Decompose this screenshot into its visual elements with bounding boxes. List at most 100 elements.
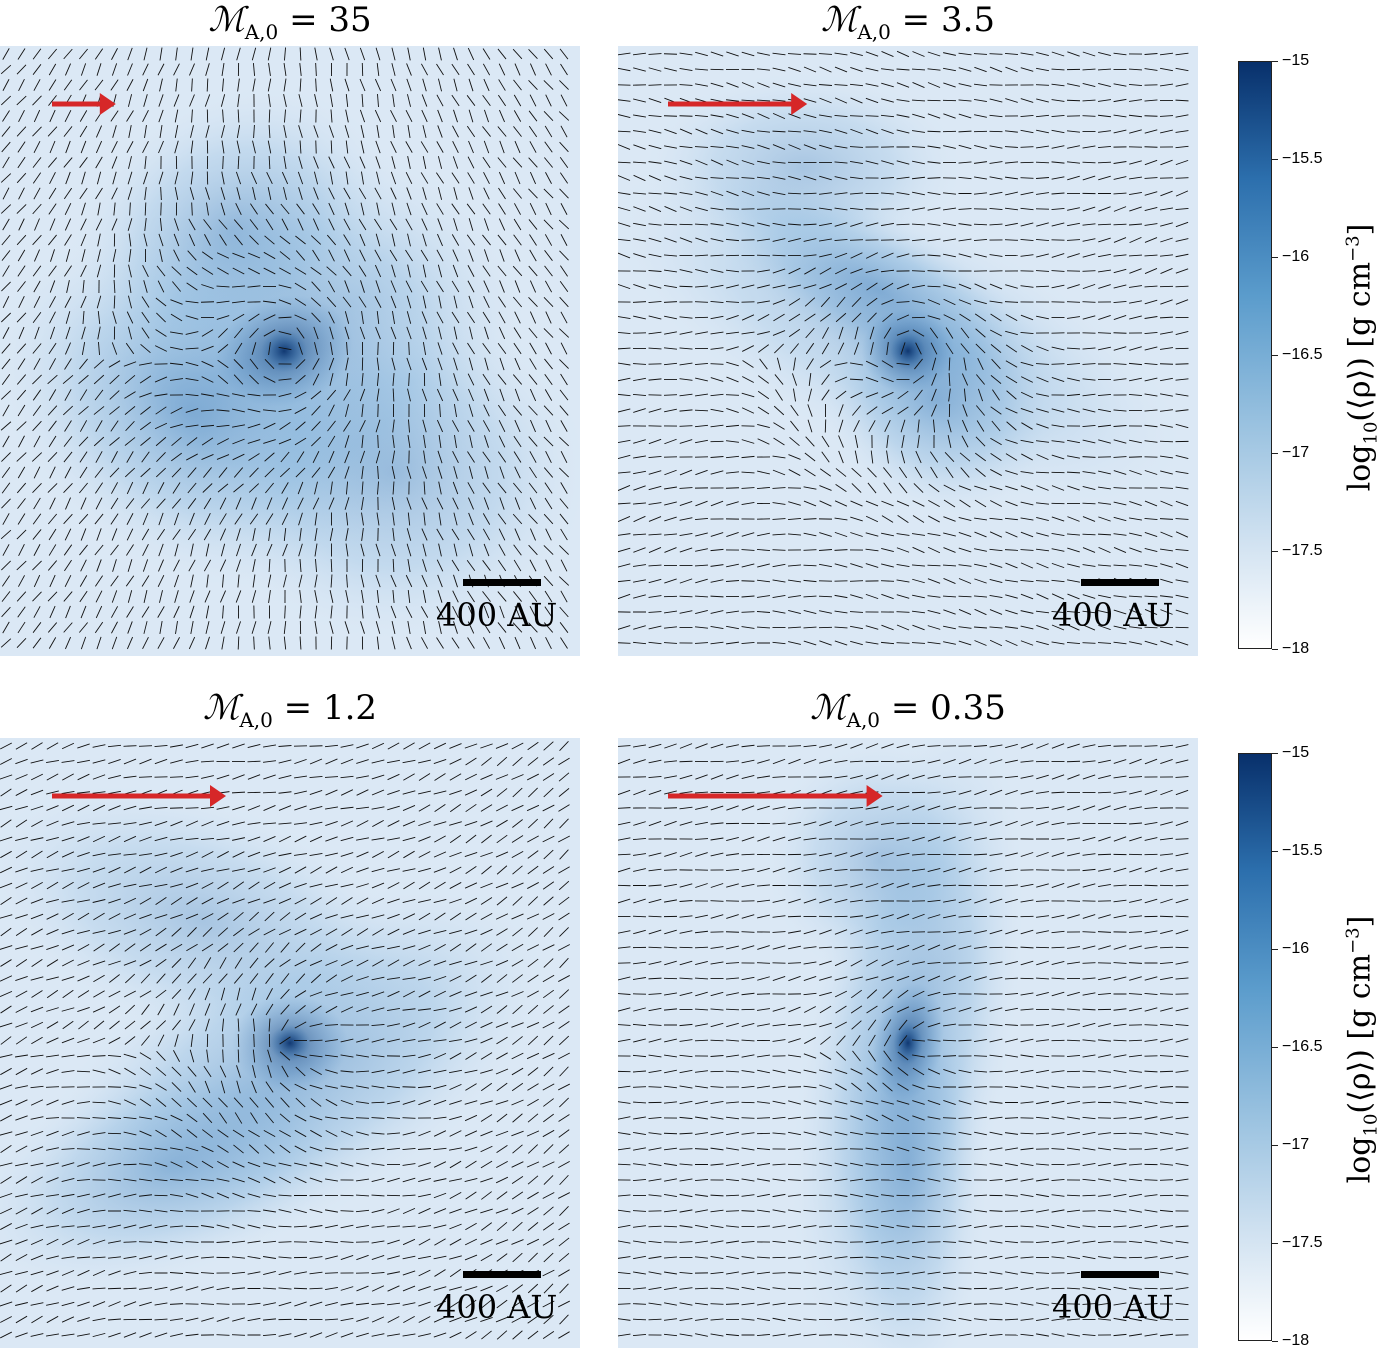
field-vector bbox=[756, 579, 771, 583]
field-vector bbox=[329, 78, 334, 92]
field-vector bbox=[154, 758, 168, 765]
field-vector bbox=[63, 591, 73, 602]
field-vector bbox=[17, 249, 26, 262]
field-vector bbox=[464, 1100, 478, 1105]
field-vector bbox=[512, 405, 523, 416]
field-vector bbox=[61, 1256, 75, 1259]
field-vector bbox=[710, 837, 724, 841]
field-vector bbox=[267, 47, 272, 61]
field-vector bbox=[0, 1331, 13, 1339]
field-vector bbox=[467, 373, 475, 386]
field-vector bbox=[803, 66, 817, 73]
field-vector bbox=[390, 605, 397, 619]
field-vector bbox=[756, 884, 771, 887]
field-vector bbox=[632, 837, 647, 841]
field-vector bbox=[49, 296, 56, 308]
field-vector bbox=[481, 1299, 492, 1309]
field-vector bbox=[174, 590, 179, 603]
field-vector bbox=[61, 1333, 75, 1337]
field-vector bbox=[633, 130, 646, 133]
field-vector bbox=[417, 1039, 432, 1042]
field-vector bbox=[880, 641, 895, 645]
field-vector bbox=[418, 1069, 431, 1074]
field-vector bbox=[788, 641, 801, 645]
field-vector bbox=[544, 234, 553, 246]
field-vector bbox=[252, 62, 256, 77]
field-vector bbox=[819, 976, 832, 981]
field-vector bbox=[633, 564, 646, 567]
field-vector bbox=[188, 1019, 196, 1031]
field-vector bbox=[15, 1223, 28, 1230]
field-vector bbox=[803, 113, 817, 119]
field-vector bbox=[110, 606, 119, 618]
field-vector bbox=[32, 234, 42, 246]
field-vector bbox=[283, 187, 287, 200]
field-vector bbox=[155, 297, 167, 307]
field-vector bbox=[790, 420, 799, 432]
field-vector bbox=[76, 1225, 91, 1228]
field-vector bbox=[356, 1317, 369, 1322]
field-vector bbox=[189, 590, 195, 603]
field-vector bbox=[911, 99, 926, 102]
field-vector bbox=[632, 192, 647, 195]
field-vector bbox=[788, 469, 801, 476]
field-vector bbox=[880, 192, 895, 195]
field-vector bbox=[32, 95, 42, 106]
field-vector bbox=[1067, 455, 1080, 459]
field-vector bbox=[514, 63, 521, 76]
field-vector bbox=[482, 311, 491, 324]
field-vector bbox=[92, 1256, 106, 1259]
field-vector bbox=[694, 285, 709, 288]
field-vector bbox=[139, 362, 152, 366]
field-vector bbox=[32, 483, 42, 493]
field-vector bbox=[174, 543, 179, 557]
field-vector bbox=[527, 1330, 539, 1340]
field-vector bbox=[326, 234, 337, 246]
field-vector bbox=[418, 1255, 431, 1260]
field-vector bbox=[803, 976, 817, 981]
field-vector bbox=[268, 558, 271, 573]
field-vector bbox=[449, 991, 462, 997]
field-vector bbox=[989, 609, 1003, 615]
field-vector bbox=[742, 376, 754, 383]
field-vector bbox=[279, 1113, 291, 1123]
field-vector bbox=[201, 393, 214, 397]
field-vector bbox=[79, 482, 88, 494]
field-vector bbox=[298, 342, 303, 355]
field-vector bbox=[528, 436, 538, 447]
field-vector bbox=[542, 804, 555, 812]
field-vector bbox=[298, 125, 303, 138]
field-vector bbox=[46, 790, 59, 795]
field-vector bbox=[344, 47, 350, 61]
field-vector bbox=[204, 512, 211, 526]
field-vector bbox=[467, 482, 475, 494]
field-vector bbox=[325, 1224, 338, 1229]
field-vector bbox=[499, 388, 505, 402]
field-vector bbox=[559, 48, 569, 60]
panel-title-3: ℳA,0 = 1.2 bbox=[0, 688, 580, 740]
field-vector bbox=[358, 296, 367, 308]
field-vector bbox=[741, 284, 755, 289]
field-vector bbox=[803, 758, 817, 765]
field-vector bbox=[821, 342, 830, 355]
field-vector bbox=[126, 141, 134, 153]
field-vector bbox=[1175, 594, 1189, 599]
field-vector bbox=[434, 1021, 446, 1029]
field-vector bbox=[279, 1144, 291, 1154]
field-vector bbox=[514, 636, 521, 650]
field-vector bbox=[309, 1039, 323, 1042]
field-vector bbox=[123, 1163, 137, 1166]
field-vector bbox=[340, 914, 354, 919]
field-vector bbox=[726, 284, 739, 289]
field-vector bbox=[92, 852, 106, 857]
field-vector bbox=[958, 176, 972, 180]
field-vector bbox=[76, 1070, 91, 1073]
field-vector bbox=[360, 125, 365, 138]
field-vector bbox=[1144, 177, 1158, 179]
field-vector bbox=[927, 546, 941, 554]
field-vector bbox=[915, 450, 922, 464]
field-vector bbox=[1160, 207, 1173, 211]
field-vector bbox=[15, 897, 28, 905]
field-vector bbox=[309, 1177, 323, 1183]
field-vector bbox=[123, 1147, 137, 1151]
